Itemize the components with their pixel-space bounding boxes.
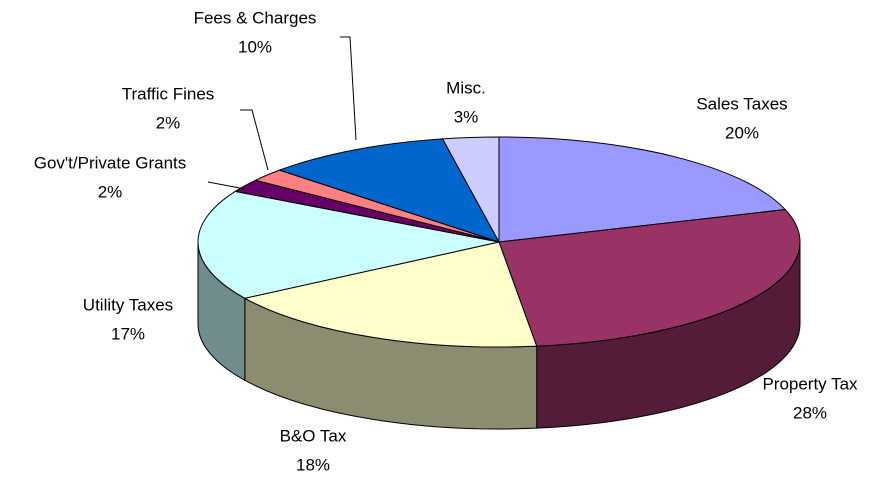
value-label: 2% [156,113,181,132]
value-label: 10% [238,37,272,56]
slice-label: Utility Taxes [83,295,173,314]
slice-label: Gov't/Private Grants [34,153,187,172]
slice-label: Fees & Charges [194,8,317,27]
slice [197,190,500,299]
slice [498,136,787,243]
value-label: 28% [793,403,827,422]
slice-label: Property Tax [762,374,858,393]
slice [498,209,801,347]
value-label: 2% [98,182,123,201]
value-label: 18% [296,455,330,474]
slice [243,241,538,348]
slice-label: Sales Taxes [696,94,787,113]
leader-line [340,36,357,141]
slice [441,136,500,243]
slice-label: Traffic Fines [122,84,215,103]
value-label: 3% [454,107,479,126]
leader-line [240,109,269,171]
slice-label: Misc. [446,78,486,97]
slice-label: B&O Tax [280,426,347,445]
value-label: 20% [725,123,759,142]
slice [278,138,501,243]
value-label: 17% [111,324,145,343]
leader-line [207,181,246,190]
